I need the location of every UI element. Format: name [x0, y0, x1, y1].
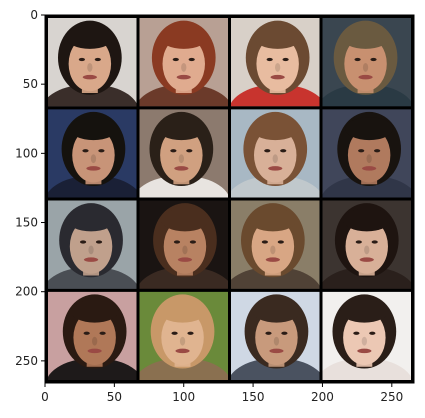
y-tick-label: 200 [15, 285, 38, 299]
face-tile [48, 200, 137, 289]
x-tick-label: 50 [107, 390, 122, 404]
y-tick-label: 100 [15, 146, 38, 160]
face-tile [48, 109, 137, 198]
x-tick-label: 200 [311, 390, 334, 404]
y-tick-label: 50 [23, 77, 38, 91]
x-tick-label: 150 [242, 390, 265, 404]
face-tile [139, 291, 228, 380]
face-tile [322, 18, 411, 107]
face-tile [231, 200, 320, 289]
y-tick-label: 0 [30, 8, 38, 22]
sample-grid-image [45, 15, 414, 383]
y-axis: 0 50 100 150 200 250 [15, 8, 45, 368]
y-tick-label: 250 [15, 354, 38, 368]
face-tile [322, 109, 411, 198]
x-tick-label: 0 [41, 390, 49, 404]
x-axis: 0 50 100 150 200 250 [41, 383, 403, 404]
axes-frame [44, 14, 415, 384]
face-tile [48, 18, 137, 107]
face-tile [231, 291, 320, 380]
face-tile [139, 109, 228, 198]
face-tile [48, 291, 137, 380]
y-tick-label: 150 [15, 216, 38, 230]
face-tile [322, 291, 411, 380]
face-tile [139, 18, 228, 107]
face-tile [231, 109, 320, 198]
face-tile [139, 200, 228, 289]
face-tile [322, 200, 411, 289]
x-tick-label: 100 [172, 390, 195, 404]
face-tile [231, 18, 320, 107]
x-tick-label: 250 [380, 390, 403, 404]
